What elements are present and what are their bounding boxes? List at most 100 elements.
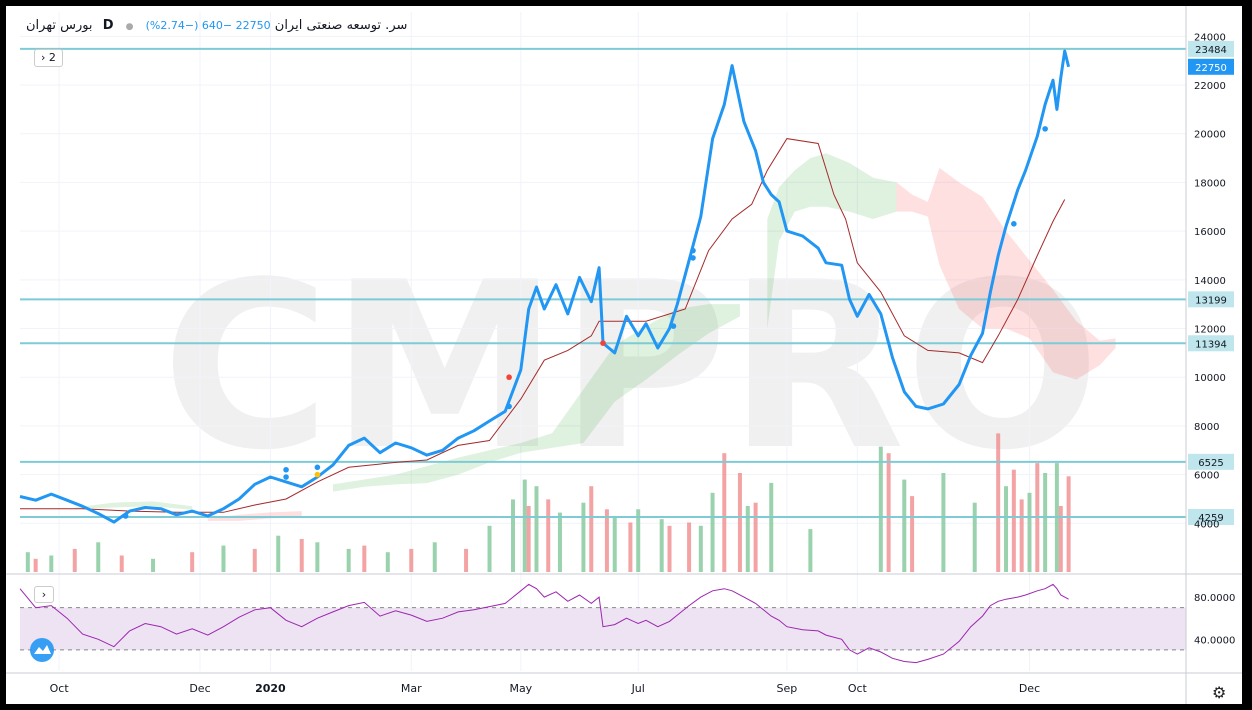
indicator-collapse-button[interactable]: › 2 [34,49,63,67]
level-badge-label: 11394 [1195,339,1227,350]
level-badge-label: 4259 [1198,513,1223,524]
volume-bar-up [511,499,516,572]
volume-bar-down [996,433,1001,572]
price-tick-label: 6000 [1194,471,1219,482]
volume-bar-up [636,509,641,572]
signal-marker [506,374,512,381]
volume-bar-up [878,446,883,572]
signal-marker [122,513,129,519]
volume-bar-down [1066,476,1071,572]
settings-gear-icon[interactable]: ⚙ [1212,683,1227,702]
signal-marker [314,464,321,471]
volume-bar-up [659,519,664,572]
volume-bar-up [487,525,492,572]
time-tick-label: 2020 [255,682,286,695]
rsi-line [19,583,1069,664]
signal-marker [283,466,289,473]
volume-bar-up [385,552,390,572]
time-tick-label: May [509,682,532,695]
volume-bar-down [464,548,469,572]
volume-bar-up [941,473,946,572]
time-tick-label: Mar [401,682,422,695]
volume-bar-up [1027,492,1032,572]
volume-bar-up [745,506,750,572]
volume-bar-down [252,548,257,572]
exchange-label: بورس تهران [26,18,93,33]
volume-bar-down [737,473,742,572]
volume-bar-up [522,479,527,572]
rsi-tick-label: 40.0000 [1194,635,1235,646]
volume-bar-down [628,522,633,572]
volume-bar-down [119,555,124,572]
level-badge [1188,40,1234,57]
logo-mark [34,645,51,654]
volume-bar-down [1011,469,1016,572]
volume-bar-up [1004,486,1009,572]
separator-dot: ● [125,22,134,32]
signal-marker [600,340,606,346]
volume-bar-up [710,492,715,572]
signal-marker [314,471,321,478]
timeframe-label[interactable]: D [102,18,114,33]
volume-bar-up [808,529,813,572]
price-line [19,49,1071,524]
price-tick-label: 24000 [1194,32,1226,43]
last-price-label: 22750 [1195,63,1227,74]
volume-bar-down [409,548,414,572]
level-badge [1188,453,1234,470]
volume-bar-up [612,515,617,572]
volume-bar-up [151,558,156,572]
ichimoku-cloud-bear [896,167,1116,380]
volume-bar-up [769,482,774,572]
chevron-right-icon: › [41,51,46,64]
price-tick-label: 14000 [1194,276,1226,287]
symbol-name: سر. توسعه صنعتی ایران [274,18,408,33]
signal-marker [1042,126,1048,132]
watermark-text: CMPRO [162,234,1101,501]
price-tick-label: 12000 [1194,325,1226,336]
price-tick-label: 20000 [1194,130,1226,141]
signal-marker [690,255,696,261]
rsi-collapse-button[interactable]: › [34,586,54,603]
level-badge [1188,508,1234,525]
volume-bar-down [753,502,758,572]
signal-marker [506,403,512,410]
ichimoku-cloud-bull [74,501,193,510]
volume-bar-down [886,453,891,572]
volume-bar-up [698,525,703,572]
volume-bar-down [667,525,672,572]
volume-bar-up [1043,473,1048,572]
volume-bar-down [33,558,38,572]
chart-header: بورس تهران D ● سر. توسعه صنعتی ایران 227… [26,18,413,33]
time-tick-label: Dec [1019,682,1040,695]
last-price-badge [1188,58,1234,75]
volume-bar-up [49,555,54,572]
time-tick-label: Jul [631,682,645,695]
volume-bar-down [546,499,551,572]
price-tick-label: 8000 [1194,422,1219,433]
volume-bar-up [346,548,351,572]
time-tick-label: Dec [189,682,210,695]
time-tick-label: Oct [848,682,868,695]
volume-bar-up [96,542,101,572]
volume-bar-down [1019,499,1024,572]
rsi-band [20,607,1186,650]
ichimoku-cloud-bull [333,304,740,492]
signal-marker [1011,221,1017,227]
price-tick-label: 10000 [1194,373,1226,384]
volume-bar-down [72,548,77,572]
ohlc-values: 22750 −640 (−2.74%) [145,19,271,32]
price-tick-label: 4000 [1194,519,1219,530]
rsi-tick-label: 80.0000 [1194,593,1235,604]
volume-bar-down [910,496,915,572]
price-chart[interactable]: CMPRO 23484 13199 11394 6525 4259 22750 80.00… [6,6,1242,704]
volume-bar-up [432,542,437,572]
volume-bar-up [557,512,562,572]
level-badge-label: 23484 [1195,45,1227,56]
volume-bar-up [25,552,30,572]
price-tick-label: 18000 [1194,178,1226,189]
volume-bar-down [589,486,594,572]
signal-marker [283,474,289,480]
volume-bar-up [276,535,281,572]
volume-bar-up [581,502,586,572]
